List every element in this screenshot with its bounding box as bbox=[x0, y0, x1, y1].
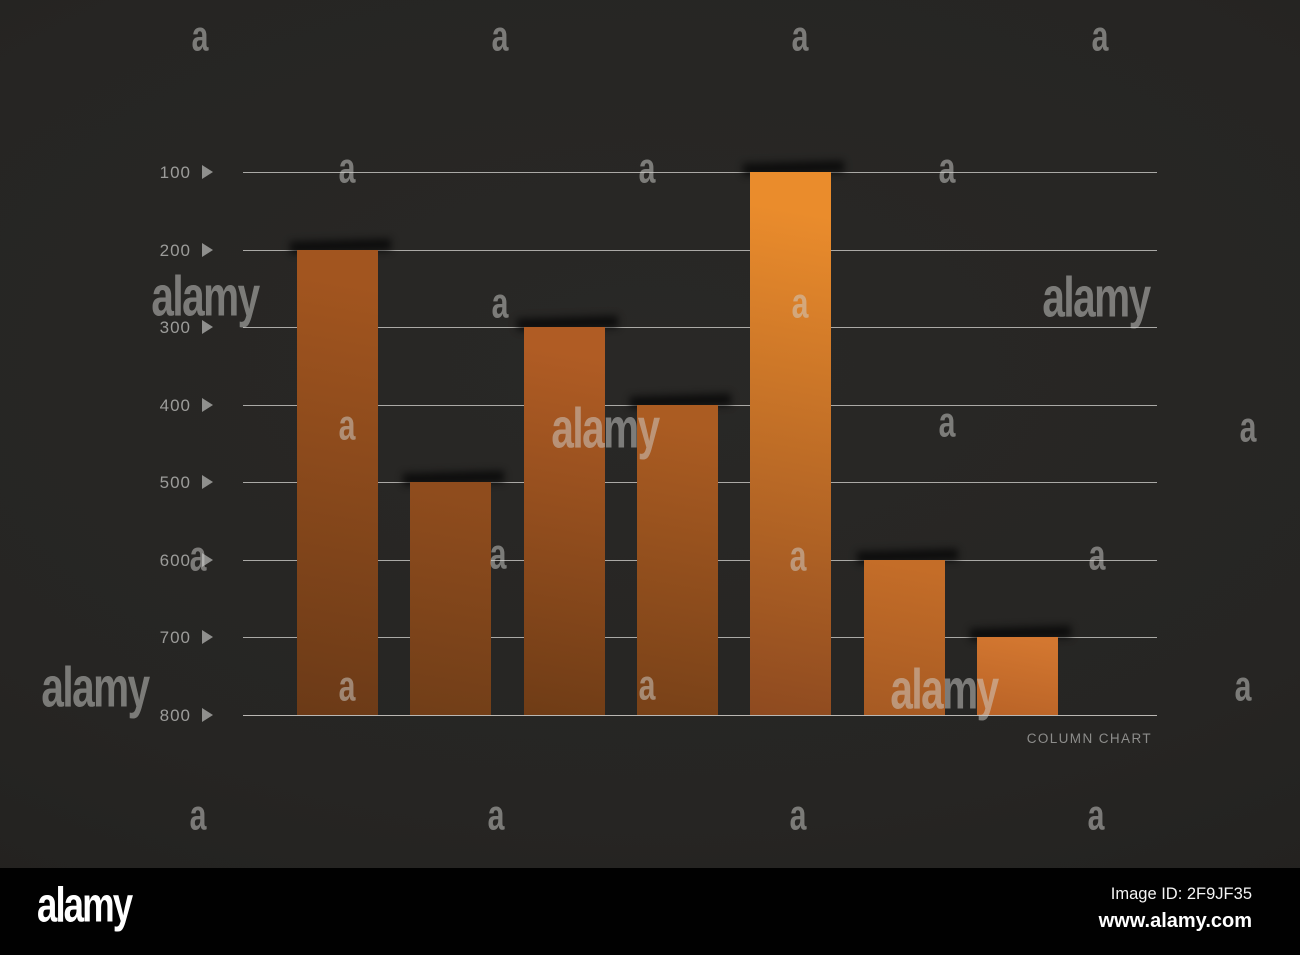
gridline-300 bbox=[243, 327, 1157, 329]
footer-info: Image ID: 2F9JF35 www.alamy.com bbox=[1099, 885, 1252, 933]
y-tick-arrow-icon bbox=[202, 630, 213, 645]
y-tick-arrow-icon bbox=[202, 397, 213, 412]
y-tick-label-400: 400 bbox=[159, 395, 191, 415]
gridline-100 bbox=[243, 172, 1157, 173]
baseline-overlay bbox=[243, 715, 1157, 716]
y-tick-arrow-icon bbox=[202, 242, 213, 257]
bar-7 bbox=[976, 637, 1058, 715]
y-tick-label-100: 100 bbox=[159, 163, 191, 182]
bar-3 bbox=[523, 327, 605, 715]
y-tick-label-700: 700 bbox=[159, 628, 191, 648]
bar-2 bbox=[410, 482, 492, 715]
bar-5 bbox=[750, 172, 832, 715]
gridline-800 bbox=[243, 714, 1157, 716]
bar-6 bbox=[863, 559, 945, 715]
column-chart-plot: 100 200 300 400 500 600 700 800 bbox=[159, 163, 1157, 725]
alamy-footer-bar: alamy Image ID: 2F9JF35 www.alamy.com bbox=[0, 868, 1300, 955]
y-tick-arrow-icon bbox=[202, 165, 213, 179]
y-tick-arrow-icon bbox=[202, 707, 213, 722]
chart-title: COLUMN CHART bbox=[1026, 731, 1152, 746]
gridline-200 bbox=[243, 249, 1157, 251]
y-tick-arrow-icon bbox=[202, 552, 213, 567]
y-tick-label-600: 600 bbox=[159, 550, 191, 570]
y-tick-label-200: 200 bbox=[159, 240, 191, 260]
bar-1 bbox=[297, 249, 378, 715]
bar-4 bbox=[636, 404, 718, 715]
y-tick-label-500: 500 bbox=[159, 473, 191, 493]
y-tick-label-300: 300 bbox=[159, 318, 191, 338]
y-tick-arrow-icon bbox=[202, 475, 213, 490]
y-tick-arrow-icon bbox=[202, 320, 213, 335]
alamy-url-text: www.alamy.com bbox=[1098, 909, 1252, 932]
image-id-text: Image ID: 2F9JF35 bbox=[1110, 885, 1252, 903]
alamy-logo: alamy bbox=[37, 876, 133, 932]
y-tick-label-800: 800 bbox=[159, 705, 191, 725]
